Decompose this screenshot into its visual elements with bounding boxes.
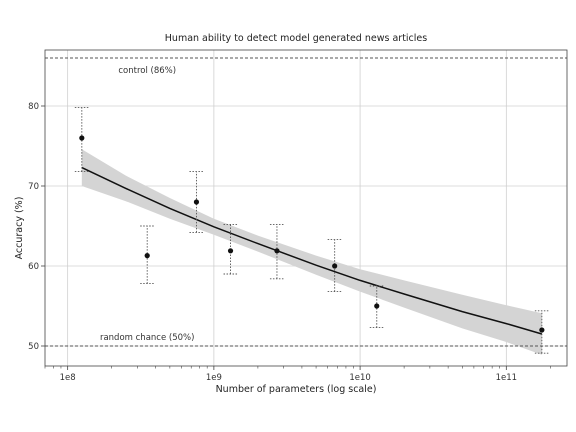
data-point — [332, 263, 338, 269]
x-tick-label: 1e8 — [60, 373, 76, 383]
data-point — [227, 248, 234, 254]
y-tick-label: 50 — [28, 342, 39, 352]
y-axis-label: Accuracy (%) — [14, 197, 25, 260]
data-point — [79, 135, 85, 141]
data-point-group — [369, 285, 384, 329]
confidence-band — [81, 149, 542, 355]
data-point — [374, 303, 380, 309]
plot-area: control (86%) random chance (50%) 50 60 70 80… — [28, 49, 568, 383]
data-point — [274, 248, 280, 254]
data-point-group — [189, 171, 204, 233]
x-axis-label: Number of parameters (log scale) — [216, 384, 377, 395]
data-point-group — [269, 223, 284, 280]
chart-title: Human ability to detect model generated … — [165, 33, 427, 44]
y-tick-label: 70 — [28, 182, 39, 192]
trend-line — [81, 166, 543, 335]
data-point-group — [74, 107, 89, 173]
data-point — [539, 327, 545, 333]
plot-frame — [44, 49, 568, 367]
data-point — [144, 253, 150, 259]
data-point-group — [534, 310, 549, 354]
data-point-group — [327, 239, 342, 293]
y-tick-label: 60 — [28, 262, 39, 272]
data-point-group — [223, 223, 238, 275]
reference-label: random chance (50%) — [100, 333, 194, 343]
x-tick-label: 1e11 — [496, 373, 517, 383]
x-tick-label: 1e9 — [206, 373, 222, 383]
reference-label: control (86%) — [118, 66, 176, 76]
x-tick-label: 1e10 — [349, 373, 370, 383]
y-tick-label: 80 — [28, 102, 39, 112]
data-point-group — [140, 225, 155, 285]
data-point — [193, 199, 200, 205]
